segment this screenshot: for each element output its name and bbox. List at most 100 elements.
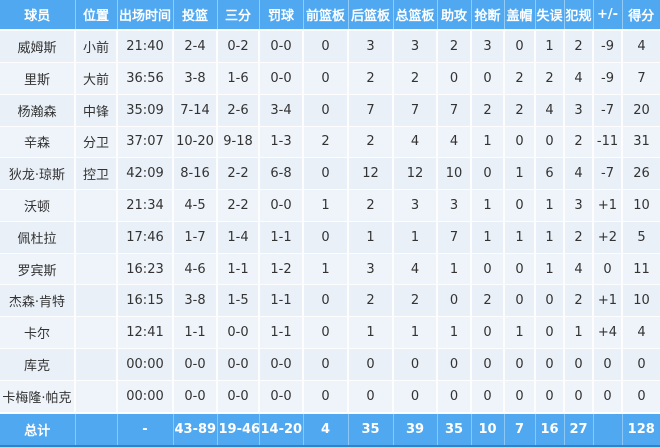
cell-fouls: 2 <box>563 125 594 159</box>
cell-steals: 0 <box>470 252 505 286</box>
cell-off_reb: 0 <box>302 157 349 191</box>
column-header-three_pt: 三分 <box>216 0 259 31</box>
cell-plusminus: 0 <box>592 348 623 381</box>
cell-minutes: 00:00 <box>116 348 174 381</box>
column-header-blocks: 盖帽 <box>503 0 535 31</box>
cell-fouls: 3 <box>563 189 594 222</box>
cell-turnovers: 0 <box>534 379 565 414</box>
cell-fg: 7-14 <box>172 93 218 127</box>
cell-blocks: 2 <box>503 62 536 95</box>
cell-steals: 0 <box>470 62 505 95</box>
column-header-position: 位置 <box>74 0 117 31</box>
column-header-player: 球员 <box>0 0 75 31</box>
cell-tot_reb: 0 <box>392 348 438 381</box>
cell-def_reb: 1 <box>347 316 394 350</box>
cell-player: 卡梅隆·帕克 <box>0 379 76 414</box>
total-cell-turnovers: 16 <box>534 412 564 447</box>
cell-fg: 4-6 <box>172 252 218 286</box>
cell-player: 狄龙·琼斯 <box>0 157 76 191</box>
cell-plusminus: -11 <box>592 125 623 159</box>
table-row: 卡梅隆·帕克 00:00 0-0 0-0 0-0 0 0 0 0 0 0 0 0 0 0 <box>0 379 660 414</box>
cell-fouls: 3 <box>563 93 594 127</box>
cell-blocks: 2 <box>503 93 536 127</box>
cell-fg: 3-8 <box>172 284 218 318</box>
cell-plusminus: -7 <box>592 157 623 191</box>
table-row: 库克 00:00 0-0 0-0 0-0 0 0 0 0 0 0 0 0 0 0 <box>0 348 660 381</box>
cell-ft: 1-1 <box>258 220 304 254</box>
header-row: 球员 位置 出场时间 投篮 三分 罚球 前篮板 后篮板 总篮板 助攻 抢断 盖帽 失误 犯规 +/- 得分 <box>0 0 660 31</box>
table-row: 杰森·肯特 16:15 3-8 1-5 1-1 0 2 2 0 2 0 0 2 +1 10 <box>0 284 660 318</box>
cell-player: 辛森 <box>0 125 76 159</box>
cell-turnovers: 0 <box>534 348 565 381</box>
cell-ft: 1-1 <box>258 284 304 318</box>
cell-turnovers: 2 <box>534 62 565 95</box>
cell-off_reb: 2 <box>302 125 349 159</box>
cell-points: 31 <box>621 125 660 159</box>
cell-fouls: 4 <box>563 157 594 191</box>
cell-minutes: 36:56 <box>116 62 174 95</box>
total-cell-fg: 43-89 <box>172 412 217 447</box>
total-cell-minutes: - <box>116 412 173 447</box>
cell-off_reb: 0 <box>302 284 349 318</box>
cell-off_reb: 0 <box>302 379 349 414</box>
column-header-assists: 助攻 <box>436 0 471 31</box>
cell-points: 0 <box>621 379 660 414</box>
cell-fg: 2-4 <box>172 30 218 64</box>
cell-plusminus: +4 <box>592 316 623 350</box>
cell-off_reb: 0 <box>302 316 349 350</box>
cell-plusminus: +1 <box>592 284 623 318</box>
cell-player: 库克 <box>0 348 76 381</box>
cell-points: 0 <box>621 348 660 381</box>
cell-ft: 1-3 <box>258 125 304 159</box>
cell-steals: 0 <box>470 348 505 381</box>
cell-points: 10 <box>621 189 660 222</box>
cell-fouls: 2 <box>563 284 594 318</box>
cell-turnovers: 0 <box>534 125 565 159</box>
total-cell-three_pt: 19-46 <box>216 412 259 447</box>
cell-fg: 1-1 <box>172 316 218 350</box>
cell-blocks: 0 <box>503 30 536 64</box>
cell-minutes: 12:41 <box>116 316 174 350</box>
cell-fg: 10-20 <box>172 125 218 159</box>
cell-turnovers: 4 <box>534 93 565 127</box>
cell-assists: 0 <box>436 62 472 95</box>
cell-fouls: 4 <box>563 252 594 286</box>
cell-fg: 8-16 <box>172 157 218 191</box>
cell-ft: 3-4 <box>258 93 304 127</box>
cell-blocks: 1 <box>503 220 536 254</box>
table-row: 杨瀚森 中锋 35:09 7-14 2-6 3-4 0 7 7 7 2 2 4 3 -7 20 <box>0 93 660 127</box>
cell-turnovers: 1 <box>534 220 565 254</box>
cell-player: 杨瀚森 <box>0 93 76 127</box>
cell-points: 5 <box>621 220 660 254</box>
cell-off_reb: 0 <box>302 93 349 127</box>
cell-steals: 1 <box>470 220 505 254</box>
cell-turnovers: 6 <box>534 157 565 191</box>
cell-points: 10 <box>621 284 660 318</box>
cell-three_pt: 1-1 <box>216 252 260 286</box>
cell-blocks: 1 <box>503 157 536 191</box>
cell-ft: 0-0 <box>258 379 304 414</box>
cell-steals: 1 <box>470 125 505 159</box>
total-cell-assists: 35 <box>436 412 471 447</box>
cell-steals: 0 <box>470 379 505 414</box>
cell-ft: 0-0 <box>258 30 304 64</box>
cell-steals: 0 <box>470 157 505 191</box>
cell-ft: 1-1 <box>258 316 304 350</box>
cell-points: 26 <box>621 157 660 191</box>
cell-minutes: 16:15 <box>116 284 174 318</box>
cell-ft: 6-8 <box>258 157 304 191</box>
cell-blocks: 0 <box>503 348 536 381</box>
cell-minutes: 35:09 <box>116 93 174 127</box>
cell-ft: 0-0 <box>258 62 304 95</box>
cell-assists: 2 <box>436 30 472 64</box>
cell-tot_reb: 4 <box>392 252 438 286</box>
cell-def_reb: 2 <box>347 284 394 318</box>
cell-fg: 0-0 <box>172 379 218 414</box>
cell-position <box>74 348 118 381</box>
cell-fouls: 1 <box>563 316 594 350</box>
cell-fg: 4-5 <box>172 189 218 222</box>
cell-three_pt: 9-18 <box>216 125 260 159</box>
column-header-def_reb: 后篮板 <box>347 0 393 31</box>
cell-def_reb: 0 <box>347 379 394 414</box>
